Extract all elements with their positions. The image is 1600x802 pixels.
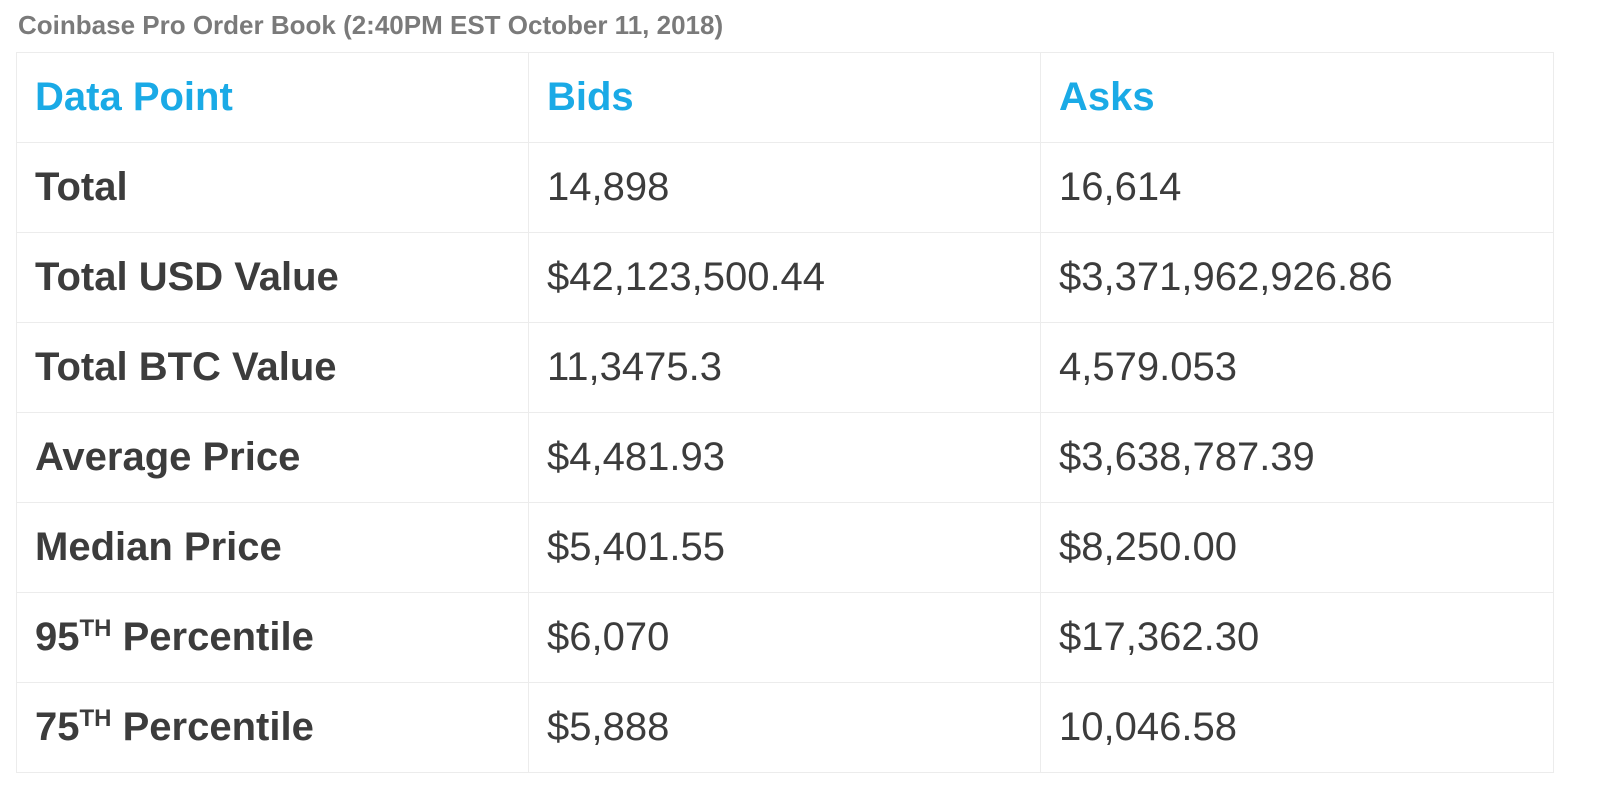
row-label-superscript: TH	[79, 615, 112, 642]
bids-value: $5,888	[528, 682, 1041, 773]
table-row: Total 14,898 16,614	[16, 142, 1554, 233]
row-label: 95TH Percentile	[16, 592, 529, 683]
bids-value: 14,898	[528, 142, 1041, 233]
asks-value: $3,371,962,926.86	[1040, 232, 1554, 323]
asks-value: 4,579.053	[1040, 322, 1554, 413]
row-label-text: Percentile	[111, 615, 314, 659]
asks-value: $3,638,787.39	[1040, 412, 1554, 503]
table-row: Average Price $4,481.93 $3,638,787.39	[16, 412, 1554, 503]
header-data-point: Data Point	[16, 52, 529, 143]
row-label-text: Percentile	[111, 705, 314, 749]
table-header-row: Data Point Bids Asks	[16, 52, 1554, 143]
table-row: 75TH Percentile $5,888 10,046.58	[16, 682, 1554, 773]
row-label: Average Price	[16, 412, 529, 503]
row-label-superscript: TH	[79, 705, 112, 732]
asks-value: 16,614	[1040, 142, 1554, 233]
table-row: Median Price $5,401.55 $8,250.00	[16, 502, 1554, 593]
bids-value: $6,070	[528, 592, 1041, 683]
bids-value: $42,123,500.44	[528, 232, 1041, 323]
row-label: Median Price	[16, 502, 529, 593]
bids-value: $5,401.55	[528, 502, 1041, 593]
row-label: Total	[16, 142, 529, 233]
row-label: 75TH Percentile	[16, 682, 529, 773]
header-bids: Bids	[528, 52, 1041, 143]
row-label-number: 95	[35, 615, 80, 659]
header-asks: Asks	[1040, 52, 1554, 143]
page-title: Coinbase Pro Order Book (2:40PM EST Octo…	[18, 10, 724, 40]
order-book-table: Data Point Bids Asks Total 14,898 16,614…	[16, 52, 1554, 773]
table-row: Total BTC Value 11,3475.3 4,579.053	[16, 322, 1554, 413]
bids-value: $4,481.93	[528, 412, 1041, 503]
asks-value: 10,046.58	[1040, 682, 1554, 773]
table-row: 95TH Percentile $6,070 $17,362.30	[16, 592, 1554, 683]
asks-value: $17,362.30	[1040, 592, 1554, 683]
row-label-number: 75	[35, 705, 80, 749]
row-label: Total USD Value	[16, 232, 529, 323]
row-label: Total BTC Value	[16, 322, 529, 413]
table-row: Total USD Value $42,123,500.44 $3,371,96…	[16, 232, 1554, 323]
bids-value: 11,3475.3	[528, 322, 1041, 413]
asks-value: $8,250.00	[1040, 502, 1554, 593]
